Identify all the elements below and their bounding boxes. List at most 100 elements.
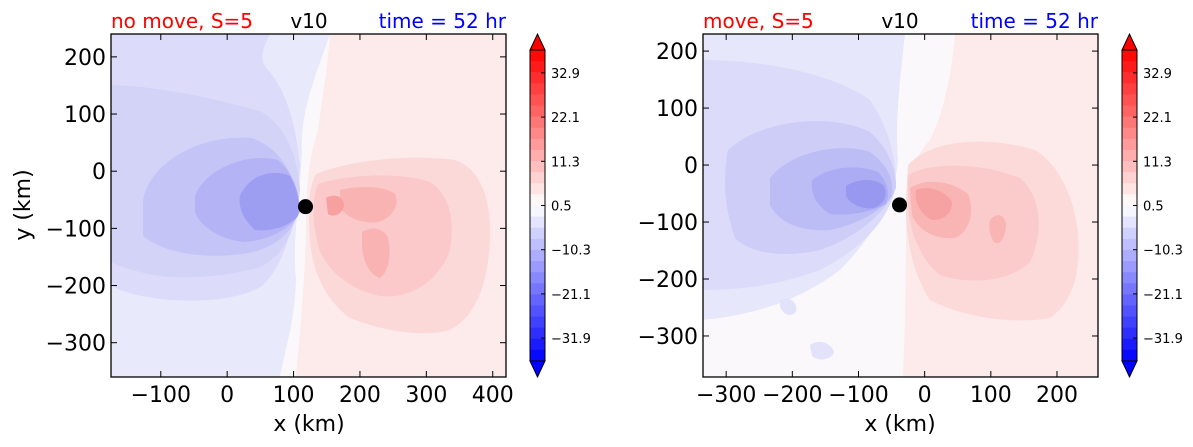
panel-2-center-marker: [892, 197, 908, 213]
colorbar-tick-label: −10.3: [1143, 244, 1183, 259]
y-tick-label: −100: [638, 211, 698, 236]
y-tick-label: −100: [46, 217, 106, 242]
colorbar-extend-min: [1121, 360, 1138, 379]
colorbar-segment: [1122, 316, 1137, 329]
panel-1-x-axis-label: x (km): [273, 412, 344, 437]
colorbar-segment: [1122, 205, 1137, 218]
colorbar-segment: [530, 305, 545, 318]
panel-1-contour-field: [111, 34, 506, 377]
colorbar-segment: [1122, 238, 1137, 251]
colorbar-segment: [1122, 338, 1137, 351]
colorbar-extend-min: [529, 360, 546, 379]
panel-2-axes-frame: [702, 33, 1099, 378]
colorbar-segment: [530, 338, 545, 351]
colorbar-segment: [1122, 138, 1137, 151]
x-tick-label: 100: [970, 383, 1012, 408]
colorbar-segment: [1122, 283, 1137, 295]
panel-1: no move, S=5 v10 time = 52 hr −100 0 100 20…: [11, 9, 591, 437]
colorbar-segment: [530, 172, 545, 184]
colorbar-tick-label: −21.1: [551, 288, 591, 303]
panel-1-title-right: time = 52 hr: [379, 9, 507, 33]
y-tick-label: 100: [656, 97, 698, 122]
colorbar-segment: [1122, 305, 1137, 318]
colorbar-segment: [1122, 216, 1137, 229]
colorbar-tick-label: 22.1: [1143, 111, 1172, 126]
y-tick-label: 100: [64, 103, 106, 128]
colorbar-tick-label: 11.3: [1143, 155, 1172, 170]
colorbar-tick-label: −31.9: [551, 332, 591, 347]
colorbar-segment: [530, 116, 545, 129]
y-tick-label: 0: [92, 160, 106, 185]
x-tick-label: 200: [1036, 383, 1078, 408]
x-tick-label: 200: [339, 383, 381, 408]
colorbar-segment: [1122, 272, 1137, 284]
panel-2-colorbar: 32.9 22.1 11.3 0.5 −10.3 −21.1 −31.9: [1121, 32, 1183, 379]
x-tick-label: −100: [828, 383, 888, 408]
colorbar-segment: [530, 50, 545, 62]
colorbar-segment: [530, 272, 545, 284]
colorbar-segment: [1122, 327, 1137, 340]
colorbar-segment: [530, 238, 545, 251]
colorbar-segment: [530, 205, 545, 218]
colorbar-segment: [530, 161, 545, 173]
colorbar-segment: [1122, 172, 1137, 184]
colorbar-segment: [530, 194, 545, 207]
colorbar-segment: [1122, 349, 1137, 362]
x-tick-label: −200: [762, 383, 822, 408]
colorbar-segment: [530, 261, 545, 273]
x-tick-label: 0: [220, 383, 234, 408]
colorbar-tick-label: 22.1: [551, 111, 580, 126]
colorbar-segment: [1122, 50, 1137, 62]
panel-1-title-center: v10: [290, 9, 327, 33]
colorbar-segment: [530, 72, 545, 84]
colorbar-segment: [530, 349, 545, 362]
colorbar-segment: [530, 283, 545, 295]
colorbar-segment: [1122, 94, 1137, 107]
colorbar-segment: [1122, 72, 1137, 84]
panel-1-y-ticks: 200 100 0 −100 −200 −300: [46, 46, 506, 357]
x-tick-label: 400: [472, 383, 514, 408]
x-tick-label: −100: [131, 383, 191, 408]
colorbar-tick-label: 32.9: [551, 67, 580, 82]
y-tick-label: −300: [638, 325, 698, 350]
colorbar-segment: [530, 183, 545, 195]
panel-2-x-axis-label: x (km): [864, 412, 935, 437]
y-tick-label: −200: [46, 275, 106, 300]
colorbar-segment: [1122, 105, 1137, 118]
colorbar-segment: [530, 61, 545, 73]
panel-2-x-ticks: −300 −200 −100 0 100 200: [696, 34, 1078, 408]
colorbar-segment: [530, 249, 545, 262]
panel-1-y-axis-label: y (km): [11, 169, 36, 240]
colorbar-segment: [530, 294, 545, 307]
colorbar-segment: [1122, 83, 1137, 96]
colorbar-segment: [1122, 249, 1137, 262]
colorbar-segment: [530, 149, 545, 162]
colorbar-tick-label: 0.5: [551, 200, 572, 215]
colorbar-segment: [1122, 183, 1137, 195]
colorbar-segment: [530, 327, 545, 340]
colorbar-segment: [530, 216, 545, 229]
panel-1-x-ticks: −100 0 100 200 300 400: [131, 34, 514, 408]
colorbar-segment: [1122, 161, 1137, 173]
colorbar-extend-max: [529, 32, 546, 51]
y-tick-label: −200: [638, 268, 698, 293]
colorbar-segment: [1122, 227, 1137, 240]
panel-1-colorbar: 32.9 22.1 11.3 0.5 −10.3 −21.1 −31.9: [529, 32, 591, 379]
panel-2-title-left: move, S=5: [703, 9, 814, 33]
panel-2-y-ticks: 200 100 0 −100 −200 −300: [638, 40, 1098, 350]
colorbar-segment: [1122, 127, 1137, 140]
panel-2-title-right: time = 52 hr: [971, 9, 1099, 33]
colorbar-segment: [1122, 61, 1137, 73]
colorbar-tick-label: 11.3: [551, 155, 580, 170]
y-tick-label: 200: [656, 40, 698, 65]
x-tick-label: 100: [273, 383, 315, 408]
panel-2-title-center: v10: [881, 9, 918, 33]
x-tick-label: −300: [696, 383, 756, 408]
colorbar-segment: [1122, 116, 1137, 129]
colorbar-segment: [530, 127, 545, 140]
colorbar-segment: [1122, 149, 1137, 162]
colorbar-segment: [530, 105, 545, 118]
colorbar-segment: [530, 316, 545, 329]
colorbar-tick-label: −10.3: [551, 244, 591, 259]
